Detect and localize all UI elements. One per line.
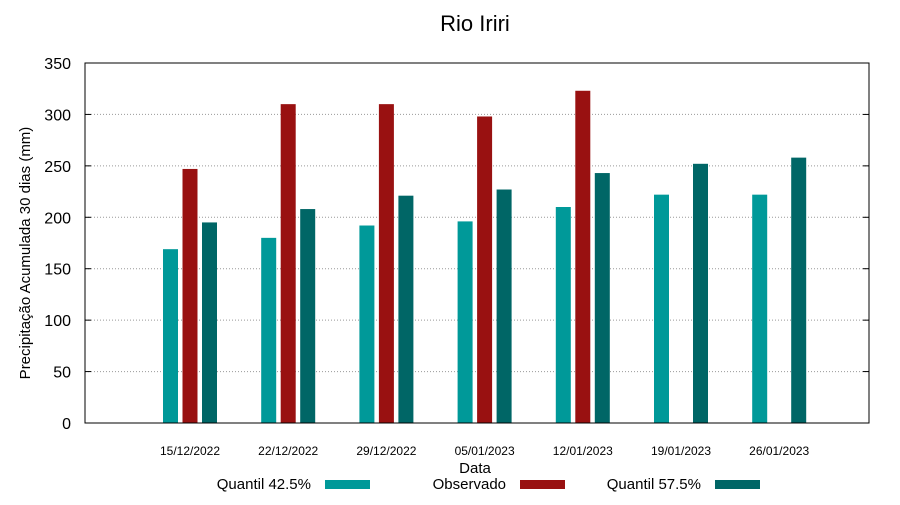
bar — [457, 221, 473, 423]
bar — [182, 168, 198, 423]
y-tick-label: 200 — [44, 210, 71, 227]
legend-swatch — [520, 480, 565, 489]
legend-label: Quantil 57.5% — [607, 476, 701, 493]
bar — [300, 209, 316, 423]
y-tick-label: 350 — [44, 56, 71, 73]
y-tick-label: 150 — [44, 262, 71, 279]
bar — [555, 207, 571, 423]
y-tick-label: 250 — [44, 159, 71, 176]
bar — [378, 104, 394, 424]
bar — [752, 194, 768, 423]
x-tick-label: 29/12/2022 — [356, 444, 416, 458]
bar — [202, 222, 217, 423]
x-axis-label: Data — [459, 460, 491, 477]
bars — [163, 90, 807, 424]
bar — [791, 157, 807, 423]
x-tick-label: 26/01/2023 — [749, 444, 809, 458]
legend-swatch — [715, 480, 760, 489]
y-axis-ticks: 0 50 100 150 200 250 300 350 — [44, 56, 869, 433]
x-tick-label: 05/01/2023 — [455, 444, 515, 458]
y-tick-label: 50 — [53, 365, 71, 382]
bar — [477, 116, 493, 423]
x-tick-label: 22/12/2022 — [258, 444, 318, 458]
plot-frame — [84, 62, 870, 424]
bar — [496, 189, 512, 423]
bar — [163, 249, 178, 423]
legend-swatch — [325, 480, 370, 489]
bar — [280, 104, 296, 424]
y-tick-label: 100 — [44, 313, 71, 330]
bar — [654, 194, 669, 423]
x-axis-ticks: 15/12/2022 22/12/2022 29/12/2022 05/01/2023… — [160, 444, 810, 458]
y-tick-label: 300 — [44, 107, 71, 124]
y-axis-label: Precipitação Acumulada 30 dias (mm) — [17, 127, 34, 380]
legend-label: Quantil 42.5% — [217, 476, 311, 493]
bar — [261, 237, 277, 423]
bar — [575, 90, 591, 424]
bar — [693, 163, 708, 424]
legend: Quantil 42.5% Observado Quantil 57.5% — [217, 476, 760, 493]
y-tick-label: 0 — [62, 416, 71, 433]
bar — [398, 195, 414, 423]
x-tick-label: 15/12/2022 — [160, 444, 220, 458]
bar — [359, 225, 375, 423]
x-tick-label: 12/01/2023 — [553, 444, 613, 458]
legend-label: Observado — [433, 476, 506, 493]
bar — [594, 173, 610, 423]
x-tick-label: 19/01/2023 — [651, 444, 711, 458]
chart-title: Rio Iriri — [440, 11, 510, 36]
